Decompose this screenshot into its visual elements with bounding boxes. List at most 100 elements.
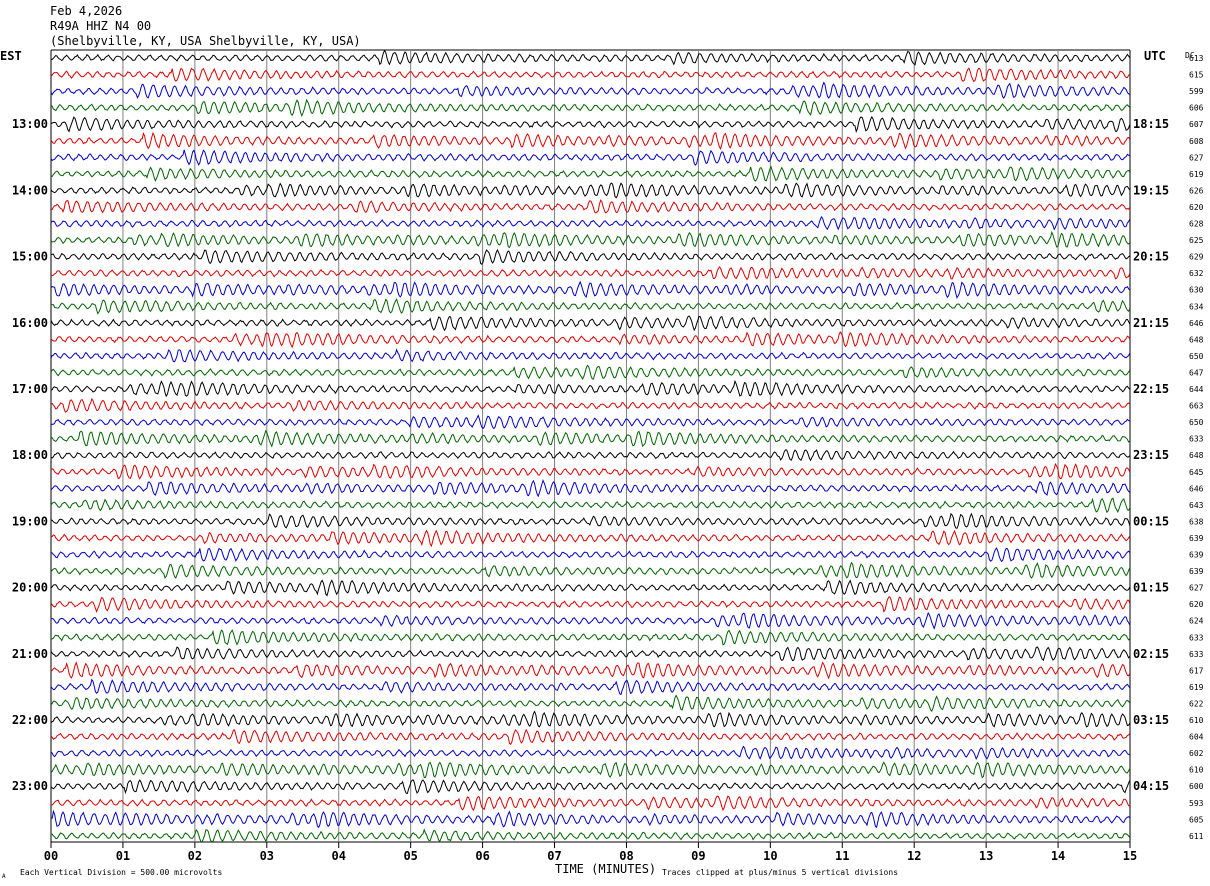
x-tick-label: 07: [547, 849, 561, 863]
x-tick-label: 04: [332, 849, 346, 863]
dc-offset-value: 648: [1189, 335, 1204, 344]
seismic-trace: [50, 115, 1131, 134]
dc-offset-value: 645: [1189, 468, 1204, 477]
right-hour-label: 03:15: [1133, 713, 1169, 727]
dc-offset-value: 650: [1189, 352, 1204, 361]
time-grid: [50, 49, 1131, 848]
right-hour-label: 18:15: [1133, 117, 1169, 131]
dc-offset-value: 627: [1189, 153, 1204, 162]
seismic-trace: [50, 809, 1131, 829]
dc-offset-value: 611: [1189, 832, 1204, 841]
left-hour-label: 23:00: [12, 779, 48, 793]
right-hour-label: 04:15: [1133, 779, 1169, 793]
seismic-trace: [50, 694, 1131, 712]
seismic-trace: [50, 182, 1131, 199]
seismic-trace: [51, 297, 1131, 315]
seismic-trace: [50, 512, 1131, 529]
dc-offset-value: 617: [1189, 666, 1204, 675]
right-hour-label: 19:15: [1133, 183, 1169, 197]
seismic-trace: [50, 315, 1131, 332]
dc-offset-value: 607: [1189, 120, 1204, 129]
dc-offset-value: 644: [1189, 385, 1204, 394]
dc-offset-value: 646: [1189, 484, 1204, 493]
seismic-trace: [50, 646, 1131, 662]
x-tick-label: 12: [907, 849, 921, 863]
dc-offset-value: 630: [1189, 286, 1204, 295]
dc-offset-value: 634: [1189, 302, 1204, 311]
dc-offset-value: 628: [1189, 220, 1204, 229]
x-tick-label: 05: [403, 849, 417, 863]
x-tick-label: 15: [1123, 849, 1137, 863]
dc-offset-value: 650: [1189, 418, 1204, 427]
seismic-trace: [51, 795, 1130, 812]
dc-offset-value: 622: [1189, 699, 1204, 708]
seismic-trace: [50, 49, 1131, 66]
dc-offset-value: 599: [1189, 87, 1204, 96]
right-hour-label: 20:15: [1133, 250, 1169, 264]
seismic-trace: [50, 611, 1131, 630]
seismic-trace: [50, 828, 1131, 843]
seismic-trace: [50, 397, 1131, 413]
left-hour-label: 14:00: [12, 183, 48, 197]
seismic-trace: [50, 215, 1131, 231]
dc-offset-value: 610: [1189, 766, 1204, 775]
seismic-trace: [50, 414, 1130, 430]
right-timezone-label: UTC: [1144, 49, 1166, 63]
station-location: (Shelbyville, KY, USA Shelbyville, KY, U…: [50, 34, 361, 48]
left-hour-label: 17:00: [12, 382, 48, 396]
left-hour-label: 20:00: [12, 581, 48, 595]
x-tick-label: 10: [763, 849, 777, 863]
dc-offset-value: 639: [1189, 551, 1204, 560]
seismic-trace: [50, 348, 1131, 363]
left-hour-label: 15:00: [12, 250, 48, 264]
right-hour-label: 00:15: [1133, 514, 1169, 528]
left-hour-label: 18:00: [12, 448, 48, 462]
dc-offset-value: 639: [1189, 567, 1204, 576]
dc-offset-value: 620: [1189, 203, 1204, 212]
seismic-trace: [50, 230, 1131, 249]
x-tick-label: 13: [979, 849, 993, 863]
x-tick-label: 00: [44, 849, 58, 863]
seismic-trace: [50, 710, 1131, 728]
seismic-trace: [50, 497, 1131, 514]
right-hour-label: 23:15: [1133, 448, 1169, 462]
seismic-trace: [50, 547, 1131, 562]
seismic-trace: [50, 199, 1131, 214]
left-hour-label: 13:00: [12, 117, 48, 131]
axis-labels: EST UTC DC TIME (MINUTES) Each Vertical …: [0, 49, 1204, 880]
seismic-trace: [50, 131, 1131, 151]
dc-offset-value: 605: [1189, 815, 1204, 824]
right-hour-label: 02:15: [1133, 647, 1169, 661]
dc-offset-value: 648: [1189, 451, 1204, 460]
dc-offset-value: 602: [1189, 749, 1204, 758]
seismic-trace: [50, 462, 1131, 480]
clip-note: Traces clipped at plus/minus 5 vertical …: [662, 868, 898, 877]
left-hour-label: 21:00: [12, 647, 48, 661]
dc-offset-value: 615: [1189, 71, 1204, 80]
station-code: R49A HHZ N4 00: [50, 19, 152, 33]
scale-note: Each Vertical Division = 500.00 microvol…: [20, 868, 222, 877]
dc-offset-value: 625: [1189, 236, 1204, 245]
x-tick-label: 08: [619, 849, 633, 863]
seismic-trace: [50, 678, 1131, 696]
x-tick-label: 06: [475, 849, 489, 863]
x-tick-label: 09: [691, 849, 705, 863]
dc-offset-value: 613: [1189, 54, 1204, 63]
left-timezone-label: EST: [0, 49, 22, 63]
dc-offset-value: 633: [1189, 435, 1204, 444]
dc-offset-value: 647: [1189, 368, 1204, 377]
dc-offset-value: 619: [1189, 683, 1204, 692]
seismic-trace: [50, 429, 1131, 448]
dc-offset-value: 663: [1189, 402, 1204, 411]
right-hour-label: 21:15: [1133, 316, 1169, 330]
seismic-trace: [50, 165, 1131, 182]
dc-offset-value: 643: [1189, 501, 1204, 510]
dc-offset-value: 633: [1189, 633, 1204, 642]
seismic-trace: [50, 81, 1131, 99]
dc-offset-value: 619: [1189, 170, 1204, 179]
dc-offset-value: 600: [1189, 782, 1204, 791]
seismic-trace: [50, 364, 1131, 380]
seismic-trace: [50, 280, 1131, 299]
dc-column-label: DC: [1185, 51, 1195, 60]
